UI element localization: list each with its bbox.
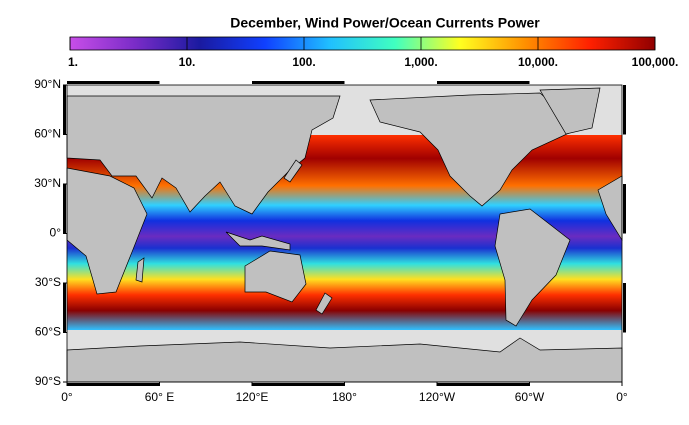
frame-bar <box>67 81 160 84</box>
x-tick-label: 0° <box>616 390 628 404</box>
x-tick-label: 120°W <box>419 390 456 404</box>
x-tick-label: 60° E <box>145 390 174 404</box>
frame-bar <box>63 184 66 234</box>
y-tick-label: 60°N <box>34 127 61 141</box>
colorbar-tick-label: 1,000. <box>404 55 437 69</box>
colorbar-tick-label: 100,000. <box>632 55 679 69</box>
land-japan <box>283 159 303 183</box>
frame-bar <box>63 283 66 333</box>
frame-bar <box>623 85 626 135</box>
frame-bar <box>252 81 345 84</box>
y-tick-label: 60°S <box>35 325 61 339</box>
colorbar-tick-label: 10. <box>179 55 196 69</box>
land-indonesia <box>225 231 291 251</box>
frame-bar <box>67 383 160 386</box>
y-tick-label: 90°S <box>35 374 61 388</box>
frame-bar <box>252 383 345 386</box>
frame-bar <box>437 81 530 84</box>
land-eurasia <box>66 95 341 215</box>
land-australia <box>244 250 307 303</box>
colorbar-tick-label: 1. <box>68 55 78 69</box>
y-tick-label: 30°N <box>34 176 61 190</box>
frame-bar <box>437 383 530 386</box>
frame-bar <box>623 184 626 234</box>
land-south-america <box>494 208 571 327</box>
y-tick-label: 0° <box>50 226 62 240</box>
colorbar-tick-label: 100. <box>292 55 315 69</box>
colorbar <box>69 36 656 51</box>
frame-bar <box>63 85 66 135</box>
y-tick-label: 90°N <box>34 77 61 91</box>
x-tick-label: 60°W <box>515 390 545 404</box>
land-africa <box>66 167 148 295</box>
land-greenland <box>539 87 601 135</box>
x-tick-label: 0° <box>61 390 73 404</box>
y-tick-label: 30°S <box>35 275 61 289</box>
frame-bar <box>623 283 626 333</box>
x-tick-label: 120°E <box>236 390 269 404</box>
land-new-zealand <box>315 292 333 315</box>
colorbar-tick-label: 10,000. <box>518 55 558 69</box>
map <box>66 84 623 383</box>
title: December, Wind Power/Ocean Currents Powe… <box>230 15 540 31</box>
x-tick-label: 180° <box>332 390 357 404</box>
land-madagascar <box>135 257 145 283</box>
